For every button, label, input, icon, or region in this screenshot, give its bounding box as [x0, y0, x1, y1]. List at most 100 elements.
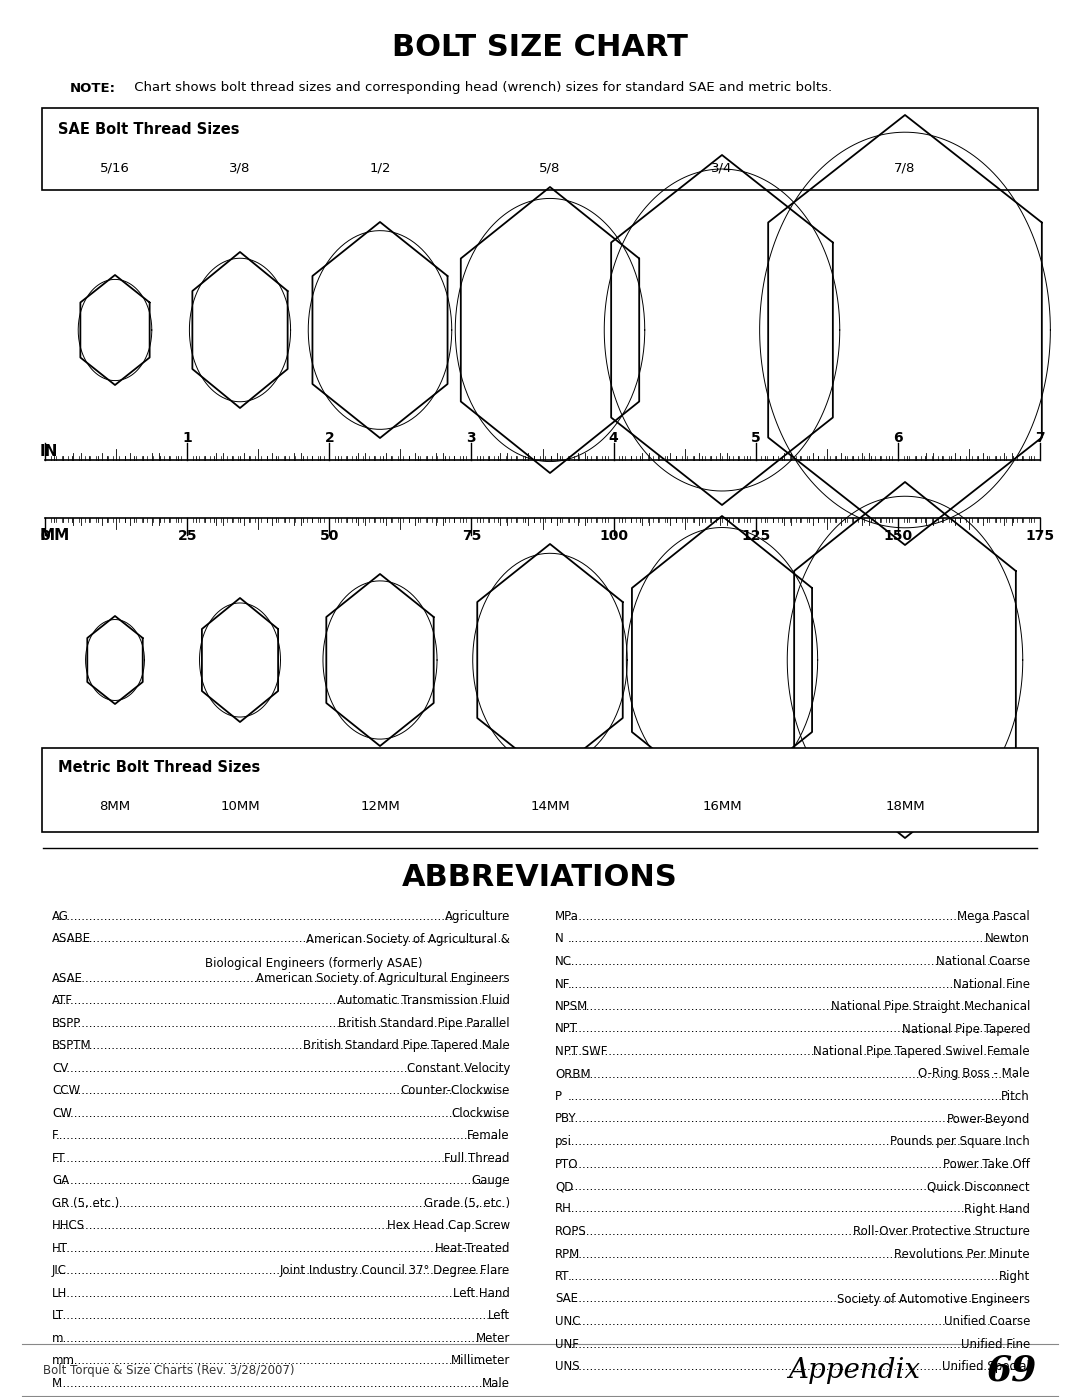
Text: Unified Fine: Unified Fine: [961, 1337, 1030, 1351]
Text: Automatic Transmission Fluid: Automatic Transmission Fluid: [337, 995, 510, 1007]
Text: American Society of Agricultural &: American Society of Agricultural &: [306, 933, 510, 946]
Text: Newton: Newton: [985, 933, 1030, 946]
Text: AG: AG: [52, 909, 69, 923]
Text: Quick Disconnect: Quick Disconnect: [928, 1180, 1030, 1193]
Text: Right: Right: [999, 1270, 1030, 1282]
Text: PTO: PTO: [555, 1158, 579, 1171]
Text: 6: 6: [893, 432, 903, 446]
Text: NC: NC: [555, 956, 572, 968]
Text: 175: 175: [1025, 529, 1054, 543]
Text: HHCS: HHCS: [52, 1220, 85, 1232]
Text: 16MM: 16MM: [702, 799, 742, 813]
Text: GR (5, etc.): GR (5, etc.): [52, 1197, 119, 1210]
Text: UNF: UNF: [555, 1337, 579, 1351]
Text: National Coarse: National Coarse: [936, 956, 1030, 968]
Text: ................................................................................: ........................................…: [567, 909, 1017, 923]
Text: UNS: UNS: [555, 1361, 580, 1373]
Text: Biological Engineers (formerly ASAE): Biological Engineers (formerly ASAE): [204, 957, 422, 970]
Text: M: M: [52, 1377, 63, 1390]
Text: ................................................................................: ........................................…: [56, 972, 507, 985]
Text: Agriculture: Agriculture: [445, 909, 510, 923]
Text: ................................................................................: ........................................…: [567, 1045, 1017, 1058]
Text: ORBM: ORBM: [555, 1067, 591, 1080]
Text: 69: 69: [986, 1354, 1037, 1387]
Text: ................................................................................: ........................................…: [567, 1112, 1017, 1126]
Text: ................................................................................: ........................................…: [56, 1197, 507, 1210]
Text: 8MM: 8MM: [99, 799, 131, 813]
Text: BSPP: BSPP: [52, 1017, 81, 1030]
Text: Roll-Over Protective Structure: Roll-Over Protective Structure: [853, 1225, 1030, 1238]
Text: 3/4: 3/4: [712, 162, 732, 175]
Text: Female: Female: [468, 1129, 510, 1143]
Text: 5/8: 5/8: [539, 162, 561, 175]
Text: ................................................................................: ........................................…: [567, 1225, 1017, 1238]
Text: ................................................................................: ........................................…: [56, 1287, 507, 1299]
Text: mm: mm: [52, 1354, 75, 1368]
Text: Gauge: Gauge: [471, 1175, 510, 1187]
Text: ................................................................................: ........................................…: [56, 1175, 507, 1187]
Text: 7/8: 7/8: [894, 162, 916, 175]
Text: 25: 25: [177, 529, 197, 543]
Text: BSPTM: BSPTM: [52, 1039, 92, 1052]
Text: British Standard Pipe Parallel: British Standard Pipe Parallel: [338, 1017, 510, 1030]
Text: ASABE: ASABE: [52, 933, 91, 946]
Text: 10MM: 10MM: [220, 799, 260, 813]
Text: 5/16: 5/16: [100, 162, 130, 175]
Text: LH: LH: [52, 1287, 67, 1299]
Text: ................................................................................: ........................................…: [567, 1361, 1017, 1373]
Text: ................................................................................: ........................................…: [56, 1377, 507, 1390]
Text: 0: 0: [40, 529, 50, 543]
Text: Power Take Off: Power Take Off: [943, 1158, 1030, 1171]
Text: Revolutions Per Minute: Revolutions Per Minute: [894, 1248, 1030, 1260]
Text: ................................................................................: ........................................…: [56, 1153, 507, 1165]
Text: ................................................................................: ........................................…: [567, 1090, 1017, 1104]
Text: Male: Male: [482, 1377, 510, 1390]
Text: CCW: CCW: [52, 1084, 80, 1098]
Text: ................................................................................: ........................................…: [567, 1158, 1017, 1171]
Text: Meter: Meter: [475, 1331, 510, 1345]
Text: Pounds per Square Inch: Pounds per Square Inch: [890, 1134, 1030, 1148]
Text: MM: MM: [40, 528, 70, 543]
Text: Heat-Treated: Heat-Treated: [434, 1242, 510, 1255]
Text: 150: 150: [883, 529, 913, 543]
Text: Pitch: Pitch: [1001, 1090, 1030, 1104]
Bar: [42, 747, 1038, 833]
Text: ................................................................................: ........................................…: [56, 1309, 507, 1323]
Text: GA: GA: [52, 1175, 69, 1187]
Text: 18MM: 18MM: [886, 799, 924, 813]
Text: CV: CV: [52, 1062, 68, 1074]
Bar: [42, 108, 1038, 190]
Text: IN: IN: [40, 444, 58, 460]
Text: 14MM: 14MM: [530, 799, 570, 813]
Text: Appendix: Appendix: [788, 1356, 920, 1384]
Text: 100: 100: [599, 529, 629, 543]
Text: ................................................................................: ........................................…: [56, 1220, 507, 1232]
Text: ................................................................................: ........................................…: [567, 1000, 1017, 1013]
Text: 3/8: 3/8: [229, 162, 251, 175]
Text: ................................................................................: ........................................…: [56, 1017, 507, 1030]
Text: ROPS: ROPS: [555, 1225, 586, 1238]
Text: ................................................................................: ........................................…: [56, 909, 507, 923]
Text: MPa: MPa: [555, 909, 579, 923]
Text: ................................................................................: ........................................…: [56, 1354, 507, 1368]
Text: ................................................................................: ........................................…: [56, 1264, 507, 1277]
Text: P: P: [555, 1090, 562, 1104]
Text: Grade (5, etc.): Grade (5, etc.): [423, 1197, 510, 1210]
Text: 7: 7: [1036, 432, 1044, 446]
Text: CW: CW: [52, 1106, 72, 1120]
Text: RT: RT: [555, 1270, 569, 1282]
Text: ................................................................................: ........................................…: [567, 1180, 1017, 1193]
Text: ................................................................................: ........................................…: [567, 933, 1017, 946]
Text: ................................................................................: ........................................…: [567, 1134, 1017, 1148]
Text: ................................................................................: ........................................…: [56, 1106, 507, 1120]
Text: Metric Bolt Thread Sizes: Metric Bolt Thread Sizes: [58, 760, 260, 775]
Text: Bolt Torque & Size Charts (Rev. 3/28/2007): Bolt Torque & Size Charts (Rev. 3/28/200…: [43, 1363, 295, 1377]
Text: 2: 2: [324, 432, 334, 446]
Text: m: m: [52, 1331, 64, 1345]
Text: 1/2: 1/2: [369, 162, 391, 175]
Text: psi: psi: [555, 1134, 572, 1148]
Text: ASAE: ASAE: [52, 972, 83, 985]
Text: BOLT SIZE CHART: BOLT SIZE CHART: [392, 34, 688, 63]
Text: ................................................................................: ........................................…: [567, 1067, 1017, 1080]
Text: NOTE:: NOTE:: [70, 81, 116, 95]
